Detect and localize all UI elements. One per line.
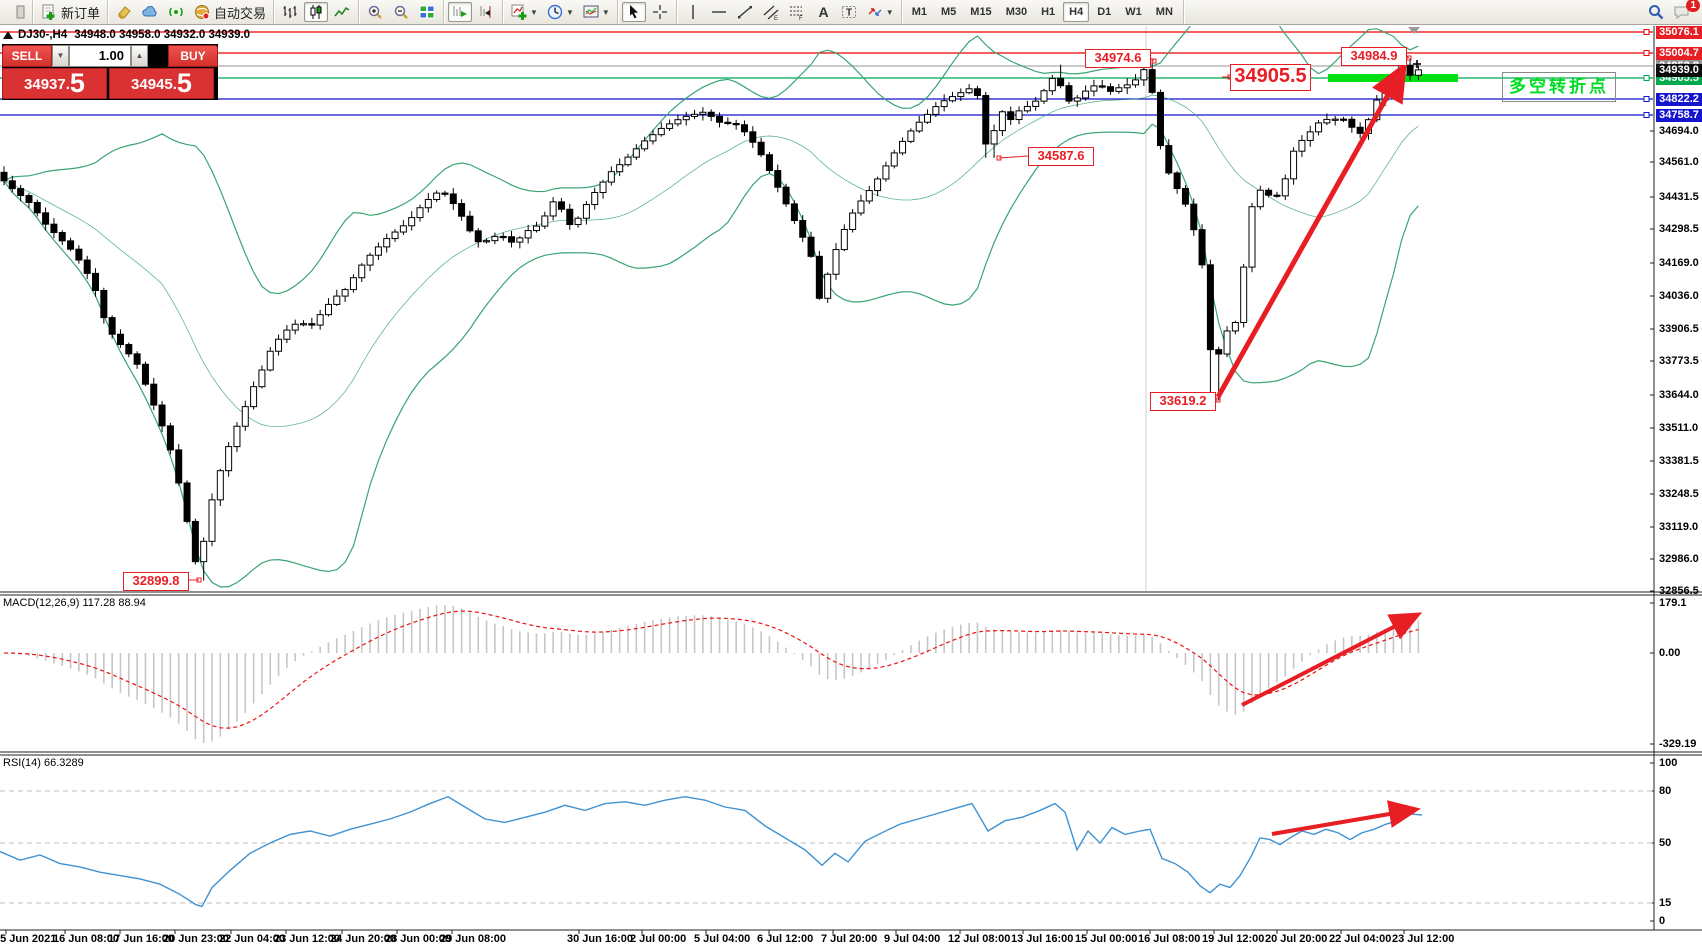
tile-windows-icon[interactable]: [415, 2, 439, 22]
toolbar-group: [274, 0, 360, 24]
toolbar-group: [359, 0, 445, 24]
chat-icon[interactable]: 1: [1670, 0, 1700, 22]
cursor-icon[interactable]: [621, 2, 646, 22]
chart-text-annotation[interactable]: 多空转折点: [1502, 72, 1616, 102]
timeframe-d1[interactable]: D1: [1091, 2, 1117, 22]
toolbar-right: 1: [1643, 0, 1700, 24]
buy-price[interactable]: 34945. 5: [109, 68, 214, 99]
indicators-icon[interactable]: ▼: [507, 2, 541, 22]
buy-price-big-digit: 5: [176, 68, 192, 98]
timeframe-w1[interactable]: W1: [1119, 2, 1148, 22]
sell-button[interactable]: SELL: [2, 45, 52, 67]
autoscroll-icon[interactable]: [448, 2, 473, 22]
volume-up-stepper[interactable]: ▲: [131, 45, 148, 67]
candlestick-icon[interactable]: [304, 2, 329, 22]
hline-icon[interactable]: [707, 2, 731, 22]
timeframe-mn[interactable]: MN: [1150, 2, 1179, 22]
one-click-collapse-icon[interactable]: [3, 31, 13, 39]
vline-icon[interactable]: [681, 2, 705, 22]
sell-price[interactable]: 34937. 5: [2, 68, 107, 99]
eraser-icon[interactable]: [112, 2, 136, 22]
one-click-trading-panel: SELL ▼ 1.00 ▲ BUY 34937. 5 34945. 5: [2, 44, 218, 100]
timeframe-h1[interactable]: H1: [1035, 2, 1061, 22]
arrows-icon[interactable]: ▼: [863, 2, 897, 22]
fibo-icon[interactable]: F: [785, 2, 809, 22]
timeframe-m30[interactable]: M30: [1000, 2, 1033, 22]
zoom-out-icon[interactable]: [389, 2, 413, 22]
chart-symbol-period: DJ30-,H4: [18, 29, 68, 41]
timeframe-m5[interactable]: M5: [935, 2, 962, 22]
label-icon[interactable]: T: [837, 2, 861, 22]
toolbar-groups: 新订单 自动交易 ▼ ▼ ▼ E F A T ▼: [0, 0, 902, 24]
line-chart-icon[interactable]: [330, 2, 354, 22]
volume-input[interactable]: 1.00: [69, 45, 131, 67]
channel-icon[interactable]: E: [759, 2, 783, 22]
toolbar-group: 自动交易: [108, 0, 275, 24]
toolbar-group: 新订单: [33, 0, 109, 24]
svg-text:F: F: [799, 16, 803, 21]
timeframe-h4[interactable]: H4: [1063, 2, 1090, 22]
toolbar-group: [618, 0, 677, 24]
crosshair-icon[interactable]: [648, 2, 672, 22]
period-icon[interactable]: ▼: [543, 2, 577, 22]
toolbar-group: E F A T ▼: [677, 0, 902, 24]
buy-button[interactable]: BUY: [168, 45, 218, 67]
cloud-icon[interactable]: [138, 2, 162, 22]
chart-ohlc-values: 34948.0 34958.0 34932.0 34939.0: [74, 29, 251, 41]
sell-price-main: 34937.: [24, 76, 70, 93]
zoom-in-icon[interactable]: [363, 2, 387, 22]
svg-text:E: E: [774, 16, 778, 21]
text-icon[interactable]: A: [811, 2, 835, 22]
signal-icon[interactable]: [164, 2, 188, 22]
chart-fragment-icon[interactable]: [4, 2, 28, 22]
template-icon[interactable]: ▼: [579, 2, 613, 22]
bar-chart-icon[interactable]: [278, 2, 302, 22]
new-order-icon[interactable]: 新订单: [37, 2, 103, 22]
trendline-icon[interactable]: [733, 2, 757, 22]
toolbar-group: ▼ ▼ ▼: [503, 0, 618, 24]
sell-price-big-digit: 5: [69, 68, 85, 98]
timeframe-m15[interactable]: M15: [964, 2, 997, 22]
chart-shift-icon[interactable]: [474, 2, 498, 22]
timeframe-m1[interactable]: M1: [906, 2, 933, 22]
autotrade-icon[interactable]: 自动交易: [190, 2, 269, 22]
svg-text:A: A: [818, 4, 828, 20]
toolbar-group: [444, 0, 504, 24]
toolbar: 新订单 自动交易 ▼ ▼ ▼ E F A T ▼ M1 M5 M15 M30 H1 H4 D1 W1 MN 1: [0, 0, 1702, 25]
chat-badge: 1: [1686, 0, 1700, 12]
timeframe-toolbar: M1 M5 M15 M30 H1 H4 D1 W1 MN: [902, 0, 1184, 24]
buy-price-main: 34945.: [131, 76, 177, 93]
search-icon[interactable]: [1644, 2, 1668, 22]
toolbar-group: [0, 0, 33, 24]
svg-text:T: T: [846, 8, 852, 19]
chart-header: DJ30-,H4 34948.0 34958.0 34932.0 34939.0: [3, 29, 257, 41]
volume-down-stepper[interactable]: ▼: [52, 45, 69, 67]
